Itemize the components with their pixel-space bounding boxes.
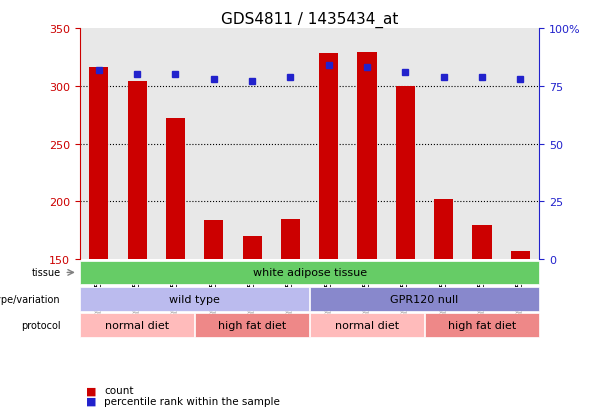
FancyBboxPatch shape	[80, 287, 309, 311]
Text: white adipose tissue: white adipose tissue	[253, 268, 367, 278]
FancyBboxPatch shape	[425, 313, 539, 337]
Text: high fat diet: high fat diet	[218, 320, 286, 330]
Text: percentile rank within the sample: percentile rank within the sample	[104, 396, 280, 406]
Text: ■: ■	[86, 396, 96, 406]
FancyBboxPatch shape	[310, 287, 539, 311]
Text: ■: ■	[86, 385, 96, 395]
FancyBboxPatch shape	[196, 313, 309, 337]
Text: protocol: protocol	[21, 320, 61, 330]
FancyBboxPatch shape	[80, 313, 194, 337]
FancyBboxPatch shape	[310, 313, 424, 337]
Bar	[204, 221, 223, 260]
Bar	[357, 53, 376, 260]
Text: genotype/variation: genotype/variation	[0, 294, 61, 304]
Text: tissue: tissue	[31, 268, 61, 278]
FancyBboxPatch shape	[80, 261, 539, 285]
Bar	[511, 252, 530, 260]
Text: wild type: wild type	[169, 294, 220, 304]
Text: normal diet: normal diet	[105, 320, 169, 330]
Bar	[396, 87, 415, 260]
Text: GPR120 null: GPR120 null	[390, 294, 459, 304]
Text: normal diet: normal diet	[335, 320, 399, 330]
Bar	[89, 68, 109, 260]
Bar	[473, 225, 492, 260]
Bar	[434, 199, 453, 260]
Text: high fat diet: high fat diet	[448, 320, 516, 330]
Title: GDS4811 / 1435434_at: GDS4811 / 1435434_at	[221, 12, 398, 28]
Bar	[319, 54, 338, 260]
Bar	[243, 237, 262, 260]
Bar	[166, 119, 185, 260]
Bar	[128, 82, 147, 260]
Text: count: count	[104, 385, 134, 395]
Bar	[281, 219, 300, 260]
